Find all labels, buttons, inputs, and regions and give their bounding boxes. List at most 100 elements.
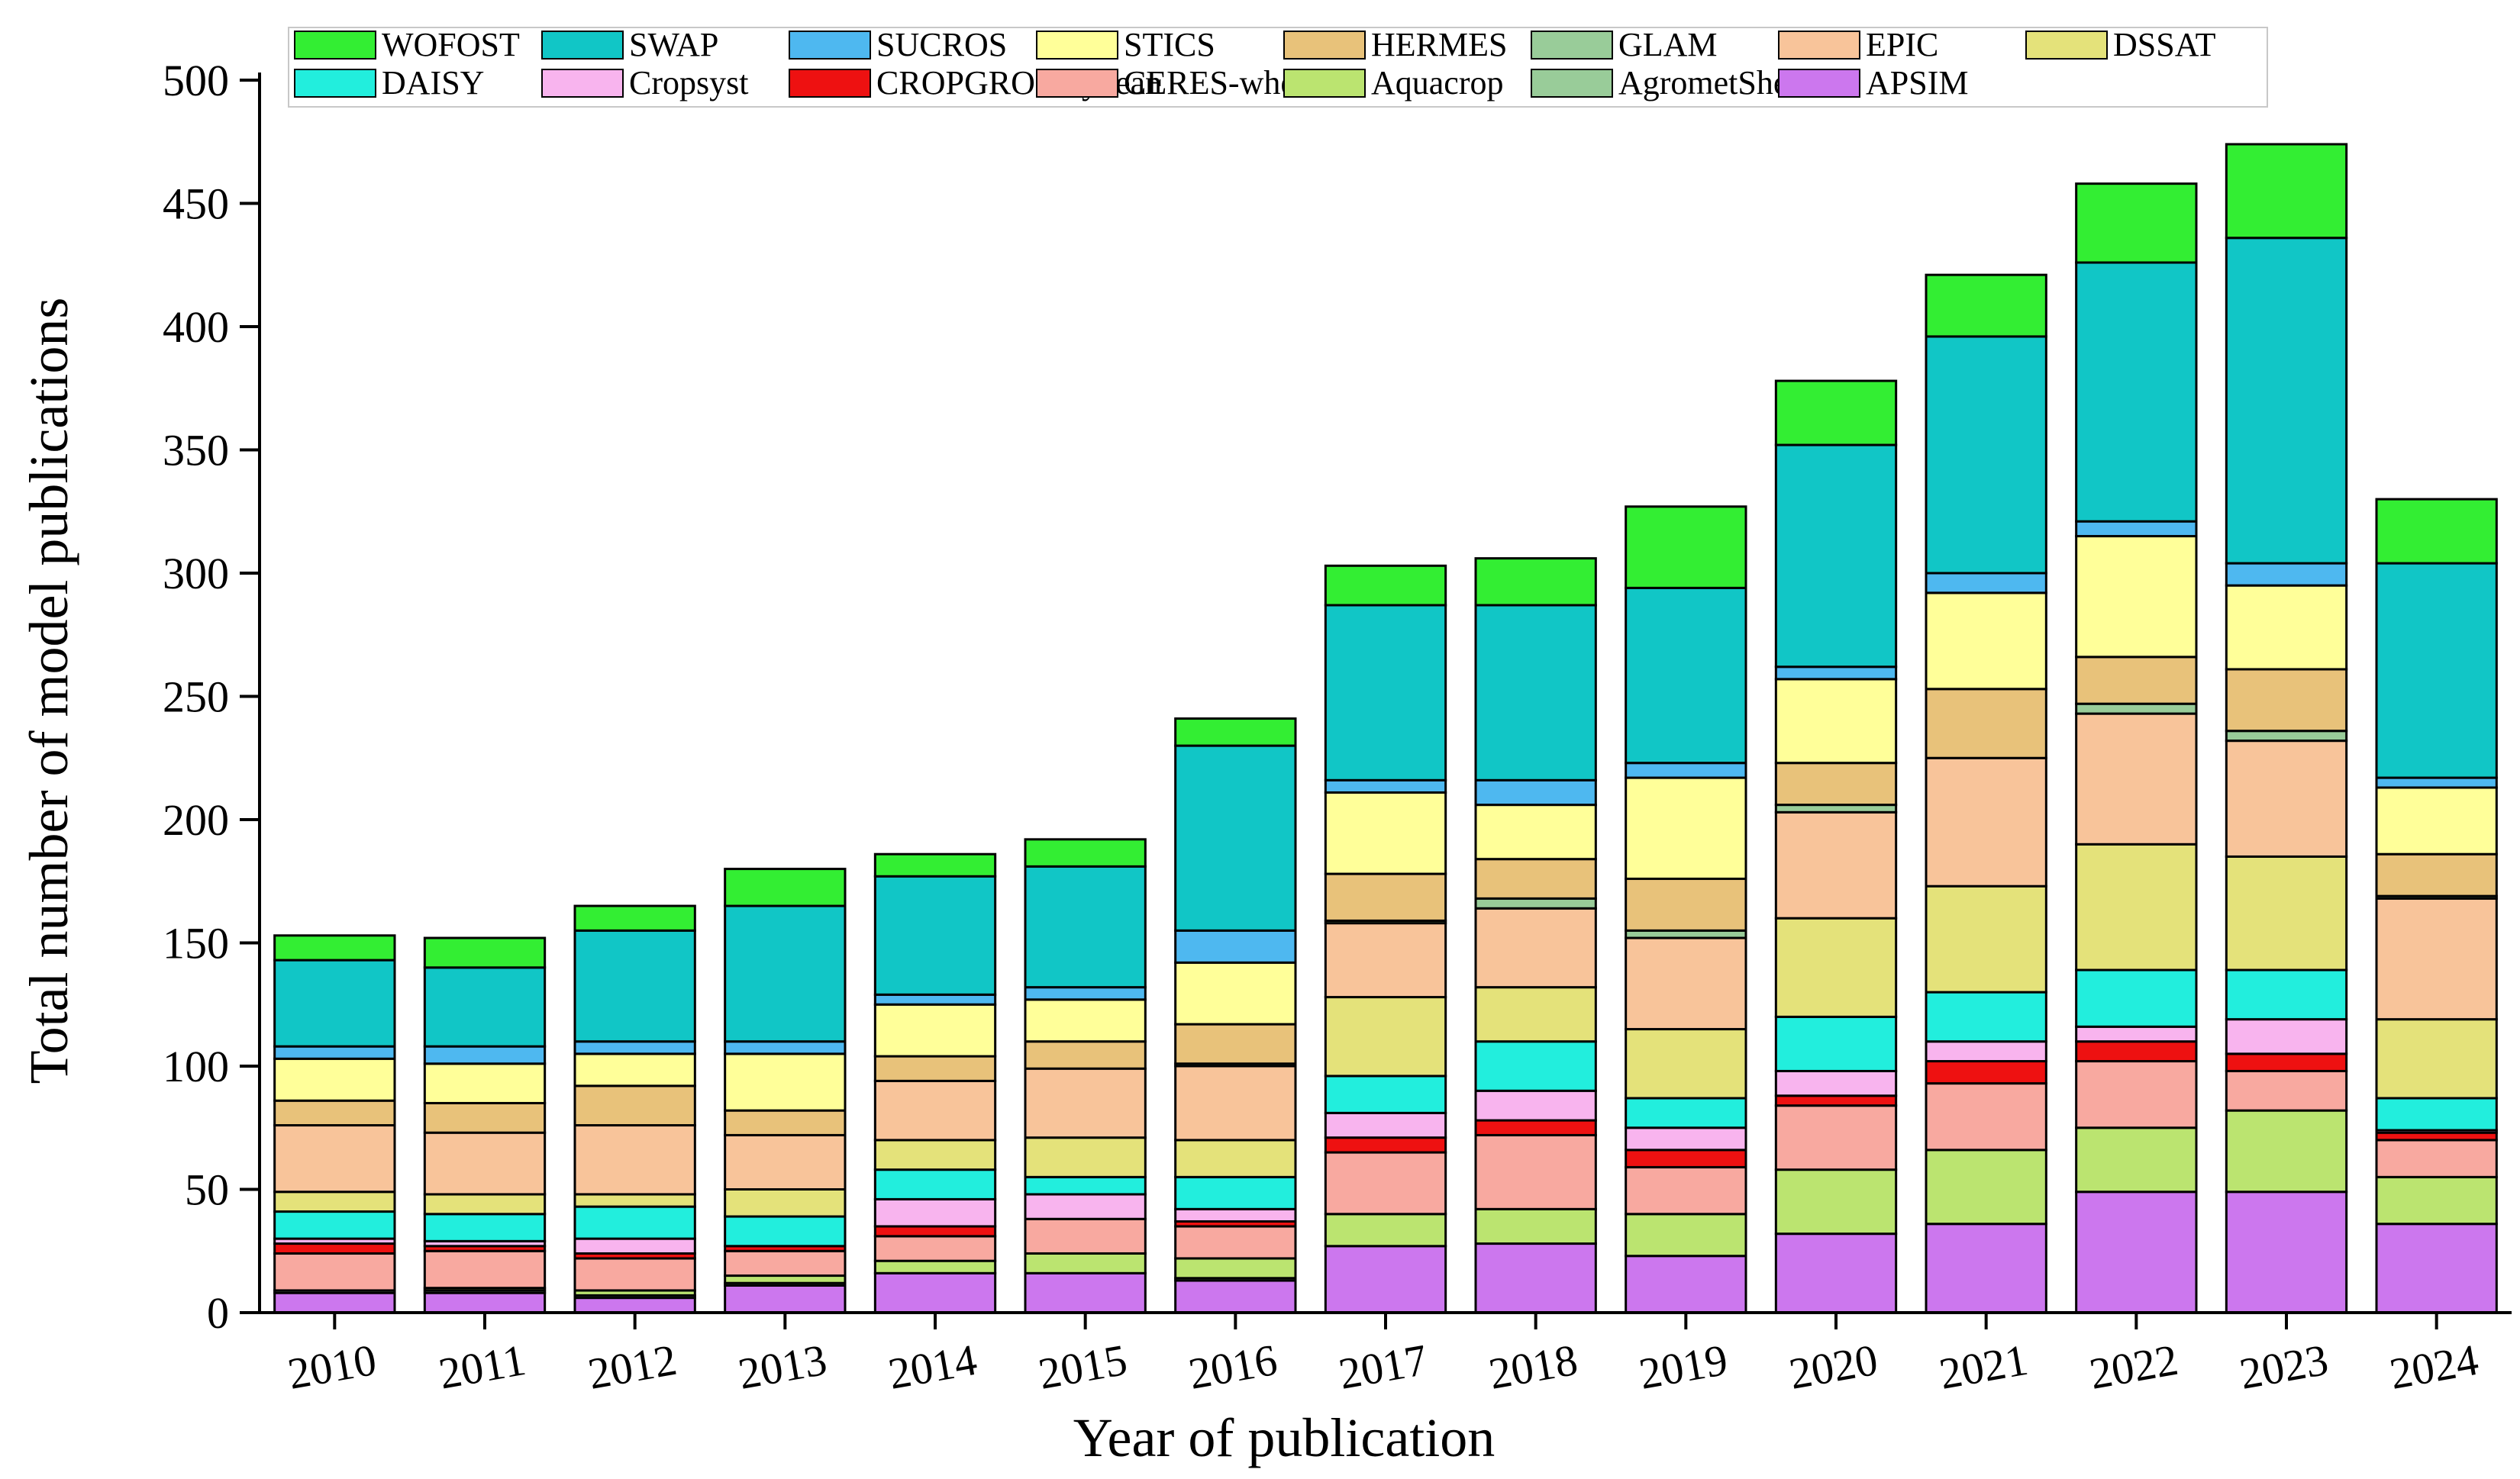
bar-segment-SUCROS-2010 — [273, 1045, 396, 1060]
bar-segment-Cropsyst-2012 — [573, 1237, 696, 1255]
y-tick-label: 250 — [163, 672, 229, 722]
y-tick-label: 150 — [163, 919, 229, 968]
bar-segment-SWAP-2011 — [423, 966, 547, 1048]
x-tick-label: 2011 — [435, 1335, 529, 1399]
bar-segment-SWAP-2012 — [573, 929, 696, 1043]
bar-segment-CERES-wheat-2015 — [1024, 1217, 1147, 1255]
bar-segment-DAISY-2013 — [724, 1215, 847, 1248]
legend-swatch — [541, 69, 624, 98]
bar-segment-HERMES-2011 — [423, 1101, 547, 1134]
bar-segment-STICS-2013 — [724, 1052, 847, 1112]
bar-segment-SWAP-2023 — [2225, 237, 2348, 565]
bar-segment-DSSAT-2010 — [273, 1191, 396, 1213]
x-tick-label: 2015 — [1035, 1335, 1131, 1399]
bar-segment-DSSAT-2024 — [2375, 1018, 2498, 1100]
bar-segment-CERES-wheat-2017 — [1324, 1151, 1447, 1216]
x-tick-label: 2020 — [1786, 1335, 1882, 1399]
bar-segment-SUCROS-2017 — [1324, 778, 1447, 794]
y-tick-label: 500 — [163, 56, 229, 105]
bar-segment-APSIM-2022 — [2075, 1191, 2198, 1314]
bar-segment-EPIC-2014 — [873, 1079, 997, 1142]
bar-segment-HERMES-2021 — [1925, 688, 2047, 759]
legend-swatch — [1036, 69, 1118, 98]
bar-segment-CERES-wheat-2014 — [873, 1235, 997, 1262]
bar-segment-EPIC-2021 — [1925, 756, 2047, 888]
y-tick-label: 50 — [185, 1165, 229, 1215]
bar-segment-Cropsyst-2020 — [1774, 1069, 1898, 1097]
bar-segment-HERMES-2018 — [1474, 858, 1597, 900]
bar-segment-DSSAT-2011 — [423, 1193, 547, 1216]
bar-segment-HERMES-2022 — [2075, 656, 2198, 705]
bar-segment-DAISY-2015 — [1024, 1175, 1147, 1196]
bar-segment-SWAP-2013 — [724, 904, 847, 1043]
bar-segment-DAISY-2020 — [1774, 1015, 1898, 1072]
bar-segment-GLAM-2022 — [2075, 702, 2198, 715]
bar-segment-APSIM-2012 — [573, 1297, 696, 1314]
bar-segment-EPIC-2010 — [273, 1124, 396, 1194]
bar-segment-WOFOST-2011 — [423, 936, 547, 969]
bar-segment-DSSAT-2020 — [1774, 917, 1898, 1018]
bar-2019 — [1625, 505, 1747, 1314]
bar-segment-WOFOST-2024 — [2375, 498, 2498, 565]
bar-segment-SWAP-2022 — [2075, 261, 2198, 523]
bar-segment-EPIC-2018 — [1474, 907, 1597, 989]
legend-item-GLAM: GLAM — [1531, 26, 1718, 63]
bar-segment-SWAP-2015 — [1024, 865, 1147, 989]
bar-segment-APSIM-2014 — [873, 1271, 997, 1314]
bar-segment-CERES-wheat-2021 — [1925, 1082, 2047, 1152]
bar-segment-EPIC-2012 — [573, 1124, 696, 1196]
bar-segment-STICS-2014 — [873, 1003, 997, 1058]
legend-item-DAISY: DAISY — [294, 64, 484, 102]
bar-segment-GLAM-2018 — [1474, 897, 1597, 910]
bar-segment-Aquacrop-2022 — [2075, 1126, 2198, 1194]
legend: WOFOST SWAP SUCROS STICS HERMES GLAM EPIC DSSAT… — [288, 26, 2268, 108]
legend-item-DSSAT: DSSAT — [2025, 26, 2216, 63]
bar-2010 — [273, 934, 396, 1314]
bar-segment-DSSAT-2017 — [1324, 996, 1447, 1078]
bar-segment-CERES-wheat-2013 — [724, 1249, 847, 1278]
bar-segment-SUCROS-2020 — [1774, 665, 1898, 681]
bar-segment-APSIM-2015 — [1024, 1271, 1147, 1314]
bar-segment-DAISY-2022 — [2075, 968, 2198, 1028]
bar-2012 — [573, 904, 696, 1314]
bar-segment-EPIC-2017 — [1324, 922, 1447, 999]
bar-2021 — [1925, 273, 2047, 1314]
legend-item-EPIC: EPIC — [1778, 26, 1938, 63]
x-tick-label: 2014 — [885, 1335, 981, 1399]
bar-2016 — [1174, 717, 1297, 1314]
bar-segment-WOFOST-2021 — [1925, 273, 2047, 338]
legend-swatch — [789, 69, 871, 98]
bar-segment-APSIM-2017 — [1324, 1245, 1447, 1314]
x-ticks: 2010 2011 2012 2013 2014 2015 2016 2017 2018 2019… — [284, 1313, 2482, 1399]
bar-segment-WOFOST-2016 — [1174, 717, 1297, 747]
bar-segment-APSIM-2019 — [1625, 1255, 1747, 1314]
bar-segment-SWAP-2017 — [1324, 604, 1447, 781]
legend-label: AgrometShell — [1618, 64, 1807, 102]
bar-segment-WOFOST-2019 — [1625, 505, 1747, 589]
y-tick-label: 450 — [163, 179, 229, 229]
bar-segment-Cropsyst-2014 — [873, 1197, 997, 1228]
bar-segment-HERMES-2015 — [1024, 1040, 1147, 1070]
bar-segment-CROPGRO-Soybean-2022 — [2075, 1040, 2198, 1063]
bar-segment-STICS-2018 — [1474, 804, 1597, 861]
legend-item-STICS: STICS — [1036, 26, 1215, 63]
legend-item-AgrometShell: AgrometShell — [1531, 64, 1807, 102]
bar-segment-Cropsyst-2018 — [1474, 1089, 1597, 1122]
bar-segment-HERMES-2014 — [873, 1055, 997, 1082]
bar-segment-Aquacrop-2024 — [2375, 1175, 2498, 1226]
bar-segment-WOFOST-2014 — [873, 852, 997, 878]
bar-segment-SUCROS-2018 — [1474, 778, 1597, 807]
bar-segment-WOFOST-2010 — [273, 934, 396, 962]
bar-segment-SUCROS-2019 — [1625, 762, 1747, 779]
bar-segment-WOFOST-2018 — [1474, 557, 1597, 607]
legend-label: EPIC — [1866, 26, 1938, 63]
bar-segment-EPIC-2011 — [423, 1131, 547, 1196]
x-tick-label: 2021 — [1936, 1335, 2032, 1399]
bar-segment-EPIC-2016 — [1174, 1065, 1297, 1142]
bar-segment-SUCROS-2015 — [1024, 986, 1147, 1001]
bar-segment-CROPGRO-Soybean-2023 — [2225, 1052, 2348, 1072]
bar-segment-HERMES-2012 — [573, 1084, 696, 1127]
legend-label: HERMES — [1371, 26, 1507, 63]
bar-segment-APSIM-2011 — [423, 1291, 547, 1314]
